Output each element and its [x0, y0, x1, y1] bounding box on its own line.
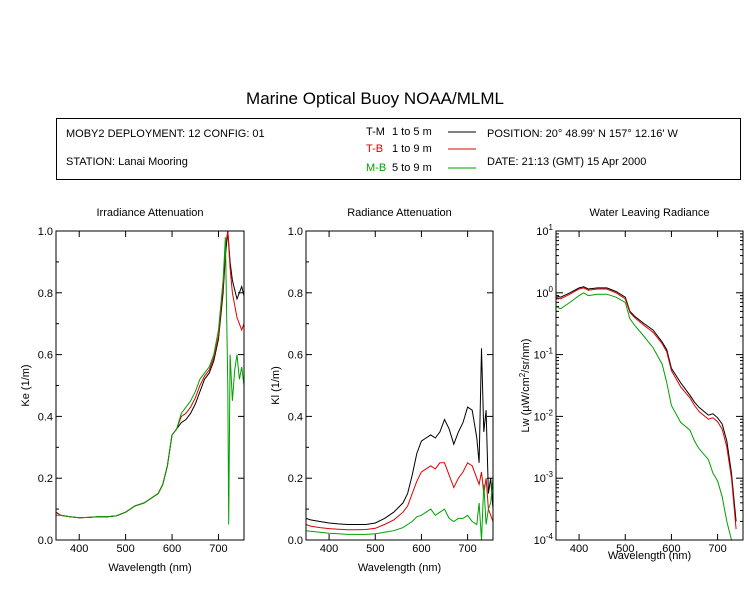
- chart1-ytick-label-2: 0.4: [38, 411, 53, 423]
- chart1-title: Irradiance Attenuation: [96, 207, 203, 219]
- chart1-ytick-label-5: 1.0: [38, 226, 53, 238]
- legend-code-tm: T-M: [366, 126, 385, 138]
- chart3-series-m-b: [555, 292, 737, 541]
- chart2-ytick-label-5: 1.0: [288, 226, 303, 238]
- legend-code-mb: M-B: [366, 162, 387, 174]
- chart1-series-t-b: [55, 230, 245, 519]
- station-text: STATION: Lanai Mooring: [66, 156, 188, 168]
- page-title: Marine Optical Buoy NOAA/MLML: [246, 89, 504, 108]
- chart2-series-t-b: [305, 462, 494, 531]
- chart3-title: Water Leaving Radiance: [589, 207, 709, 219]
- legend-code-tb: T-B: [366, 143, 384, 155]
- chart1-ylabel: Ke (1/m): [20, 364, 32, 406]
- chart3-ytick-label-5: 10-4: [534, 532, 554, 547]
- chart3-series-t-m: [555, 286, 737, 522]
- deployment-text: MOBY2 DEPLOYMENT: 12 CONFIG: 01: [66, 128, 265, 140]
- chart1-series-t-m: [55, 230, 245, 519]
- chart1-xtick-label-1: 500: [116, 543, 134, 555]
- chart3-ytick-label-3: 10-2: [534, 408, 554, 423]
- chart3-ytick-label-1: 100: [536, 285, 553, 300]
- chart1-frame: [55, 230, 245, 541]
- chart2-ytick-label-2: 0.4: [288, 411, 303, 423]
- chart1-ytick-label-3: 0.6: [38, 350, 53, 362]
- chart2-series-t-m: [305, 348, 494, 525]
- chart3-ytick-label-4: 10-3: [534, 470, 554, 485]
- date-text: DATE: 21:13 (GMT) 15 Apr 2000: [487, 156, 647, 168]
- chart3-xtick-label-3: 700: [708, 543, 726, 555]
- chart1-ytick-label-0: 0.0: [38, 535, 53, 547]
- chart3-xtick-label-0: 400: [570, 543, 588, 555]
- chart2-frame: [305, 230, 494, 541]
- chart2-xtick-label-0: 400: [320, 543, 338, 555]
- chart3-xtick-label-1: 500: [616, 543, 634, 555]
- position-text: POSITION: 20° 48.99' N 157° 12.16' W: [487, 128, 678, 140]
- chart1-series-m-b: [56, 237, 245, 525]
- chart2-xlabel: Wavelength (nm): [358, 562, 441, 574]
- chart2-ylabel: Kl (1/m): [270, 366, 282, 405]
- chart2-ytick-label-0: 0.0: [288, 535, 303, 547]
- legend-range-mb: 5 to 9 m: [392, 162, 432, 174]
- chart3-xtick-label-2: 600: [662, 543, 680, 555]
- chart2-xtick-label-3: 700: [458, 543, 476, 555]
- chart2-xtick-label-2: 600: [412, 543, 430, 555]
- chart2-ytick-label-1: 0.2: [288, 473, 303, 485]
- chart2-ytick-label-4: 0.8: [288, 288, 303, 300]
- info-box: MOBY2 DEPLOYMENT: 12 CONFIG: 01 STATION:…: [56, 118, 741, 180]
- chart3-frame: [555, 230, 744, 541]
- chart1-ytick-label-1: 0.2: [38, 473, 53, 485]
- chart3-ylabel: Lw (µW/cm2/sr/nm): [518, 339, 532, 433]
- chart1-xtick-label-3: 700: [209, 543, 227, 555]
- chart3-ytick-label-0: 101: [536, 223, 553, 238]
- chart2-ytick-label-3: 0.6: [288, 350, 303, 362]
- chart1-ytick-label-4: 0.8: [38, 288, 53, 300]
- legend-range-tb: 1 to 9 m: [392, 143, 432, 155]
- chart2-title: Radiance Attenuation: [347, 207, 452, 219]
- chart1-xtick-label-0: 400: [70, 543, 88, 555]
- chart1-xlabel: Wavelength (nm): [108, 562, 191, 574]
- legend-swatches: [448, 131, 476, 169]
- legend-range-tm: 1 to 5 m: [392, 126, 432, 138]
- chart2-xtick-label-1: 500: [366, 543, 384, 555]
- chart3-xlabel: Wavelength (nm): [608, 550, 691, 562]
- chart2-series-m-b: [305, 478, 494, 541]
- chart1-xtick-label-2: 600: [163, 543, 181, 555]
- chart3-ytick-label-2: 10-1: [534, 347, 554, 362]
- chart3-series-t-b: [555, 287, 737, 530]
